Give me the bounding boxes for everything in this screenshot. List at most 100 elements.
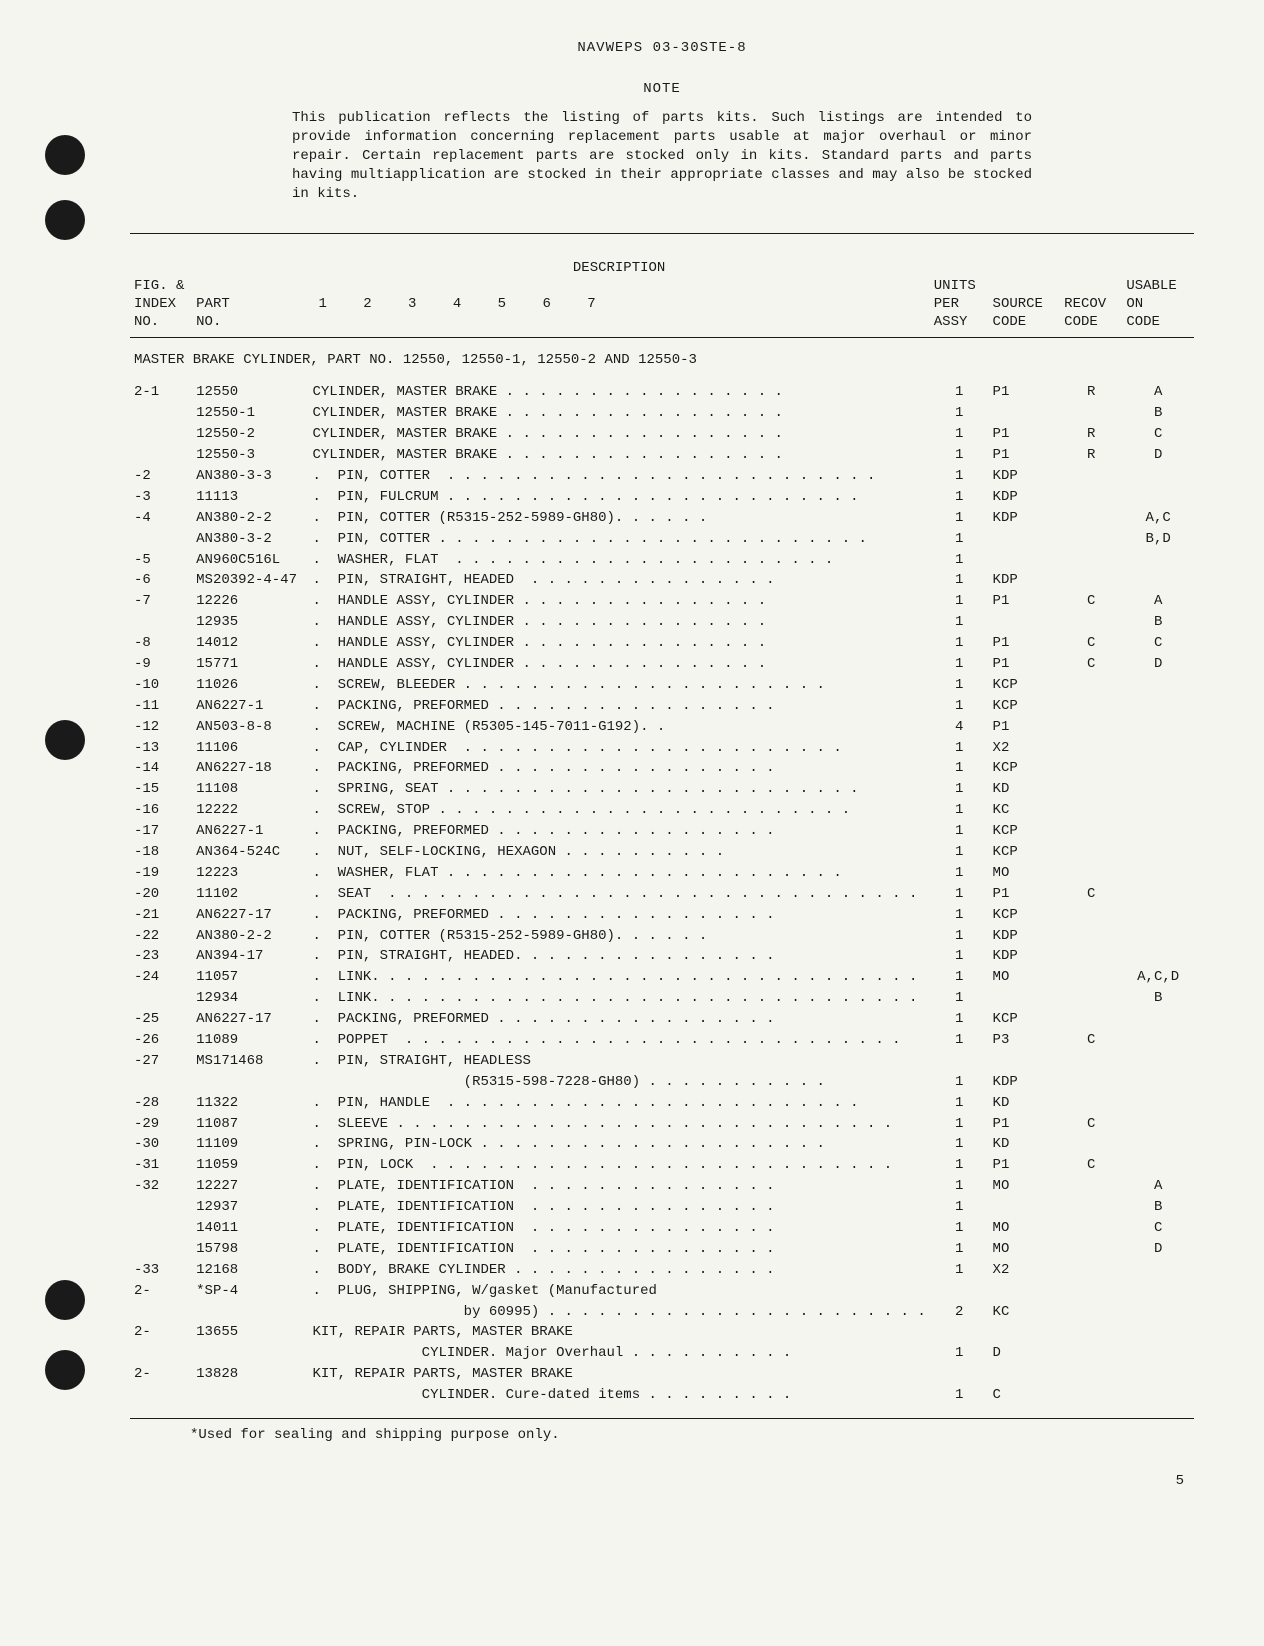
cell-units: 1	[930, 884, 989, 905]
cell-index: -5	[130, 550, 192, 571]
cell-source	[989, 988, 1061, 1009]
cell-usable	[1122, 738, 1194, 759]
cell-index	[130, 988, 192, 1009]
cell-units	[930, 1322, 989, 1343]
table-row: -11AN6227-1. PACKING, PREFORMED . . . . …	[130, 696, 1194, 717]
cell-part: 13655	[192, 1322, 308, 1343]
cell-source	[989, 529, 1061, 550]
table-row: -3312168. BODY, BRAKE CYLINDER . . . . .…	[130, 1260, 1194, 1281]
cell-description: . PIN, COTTER (R5315-252-5989-GH80). . .…	[308, 508, 929, 529]
cell-usable: A	[1122, 1176, 1194, 1197]
cell-recov: C	[1060, 633, 1122, 654]
table-row: 12550-1CYLINDER, MASTER BRAKE . . . . . …	[130, 403, 1194, 424]
cell-source: P1	[989, 633, 1061, 654]
table-row: 12934. LINK. . . . . . . . . . . . . . .…	[130, 988, 1194, 1009]
cell-source	[989, 403, 1061, 424]
cell-source: MO	[989, 1218, 1061, 1239]
cell-index: -18	[130, 842, 192, 863]
cell-description: . PLUG, SHIPPING, W/gasket (Manufactured	[308, 1281, 929, 1302]
cell-recov	[1060, 1260, 1122, 1281]
cell-units: 1	[930, 466, 989, 487]
cell-description: CYLINDER, MASTER BRAKE . . . . . . . . .…	[308, 403, 929, 424]
cell-source	[989, 1051, 1061, 1072]
table-row: -1511108. SPRING, SEAT . . . . . . . . .…	[130, 779, 1194, 800]
table-row: CYLINDER. Cure-dated items . . . . . . .…	[130, 1385, 1194, 1406]
cell-part: 11322	[192, 1093, 308, 1114]
cell-usable	[1122, 926, 1194, 947]
cell-recov	[1060, 1093, 1122, 1114]
table-row: -2011102. SEAT . . . . . . . . . . . . .…	[130, 884, 1194, 905]
col-header-description: DESCRIPTION 1 2 3 4 5 6 7	[308, 234, 929, 338]
cell-description: . PIN, STRAIGHT, HEADED. . . . . . . . .…	[308, 946, 929, 967]
cell-source: KCP	[989, 905, 1061, 926]
cell-description: . PIN, FULCRUM . . . . . . . . . . . . .…	[308, 487, 929, 508]
cell-description: KIT, REPAIR PARTS, MASTER BRAKE	[308, 1364, 929, 1385]
cell-source: X2	[989, 738, 1061, 759]
cell-index: -27	[130, 1051, 192, 1072]
cell-index	[130, 1239, 192, 1260]
table-row: -3212227. PLATE, IDENTIFICATION . . . . …	[130, 1176, 1194, 1197]
cell-part: 14011	[192, 1218, 308, 1239]
cell-units: 1	[930, 382, 989, 403]
cell-source: P3	[989, 1030, 1061, 1051]
cell-index: -28	[130, 1093, 192, 1114]
cell-index: -33	[130, 1260, 192, 1281]
cell-recov: R	[1060, 424, 1122, 445]
cell-description: . PLATE, IDENTIFICATION . . . . . . . . …	[308, 1218, 929, 1239]
cell-usable	[1122, 905, 1194, 926]
cell-source: KDP	[989, 1072, 1061, 1093]
cell-part: 15771	[192, 654, 308, 675]
table-row: 2-13655KIT, REPAIR PARTS, MASTER BRAKE	[130, 1322, 1194, 1343]
cell-part: 11109	[192, 1134, 308, 1155]
table-row: -27MS171468. PIN, STRAIGHT, HEADLESS	[130, 1051, 1194, 1072]
cell-part: 12935	[192, 612, 308, 633]
cell-source: KDP	[989, 466, 1061, 487]
cell-source: MO	[989, 967, 1061, 988]
cell-description: . HANDLE ASSY, CYLINDER . . . . . . . . …	[308, 612, 929, 633]
cell-usable	[1122, 1385, 1194, 1406]
cell-usable	[1122, 863, 1194, 884]
cell-part: AN394-17	[192, 946, 308, 967]
cell-source: P1	[989, 717, 1061, 738]
cell-index	[130, 1343, 192, 1364]
cell-index	[130, 445, 192, 466]
cell-description: . WASHER, FLAT . . . . . . . . . . . . .…	[308, 550, 929, 571]
table-row: -2611089. POPPET . . . . . . . . . . . .…	[130, 1030, 1194, 1051]
cell-units: 1	[930, 1155, 989, 1176]
cell-recov	[1060, 717, 1122, 738]
cell-source: KD	[989, 779, 1061, 800]
cell-recov	[1060, 779, 1122, 800]
cell-units: 1	[930, 1072, 989, 1093]
cell-part: 11089	[192, 1030, 308, 1051]
cell-source: KC	[989, 800, 1061, 821]
cell-units: 1	[930, 675, 989, 696]
cell-description: . PLATE, IDENTIFICATION . . . . . . . . …	[308, 1176, 929, 1197]
cell-part: MS171468	[192, 1051, 308, 1072]
cell-index: -29	[130, 1114, 192, 1135]
table-subheading: MASTER BRAKE CYLINDER, PART NO. 12550, 1…	[130, 338, 1194, 383]
cell-source: P1	[989, 1155, 1061, 1176]
cell-description: . WASHER, FLAT . . . . . . . . . . . . .…	[308, 863, 929, 884]
table-row: CYLINDER. Major Overhaul . . . . . . . .…	[130, 1343, 1194, 1364]
cell-description: . PACKING, PREFORMED . . . . . . . . . .…	[308, 1009, 929, 1030]
cell-recov	[1060, 1218, 1122, 1239]
cell-description: . POPPET . . . . . . . . . . . . . . . .…	[308, 1030, 929, 1051]
cell-part: 12227	[192, 1176, 308, 1197]
cell-recov	[1060, 1134, 1122, 1155]
table-row: -1612222. SCREW, STOP . . . . . . . . . …	[130, 800, 1194, 821]
cell-source: KDP	[989, 946, 1061, 967]
cell-units: 1	[930, 1343, 989, 1364]
cell-recov	[1060, 675, 1122, 696]
cell-description: . PACKING, PREFORMED . . . . . . . . . .…	[308, 821, 929, 842]
cell-description: . SCREW, STOP . . . . . . . . . . . . . …	[308, 800, 929, 821]
cell-index: -21	[130, 905, 192, 926]
cell-index	[130, 612, 192, 633]
cell-units: 1	[930, 591, 989, 612]
table-row: 2-13828KIT, REPAIR PARTS, MASTER BRAKE	[130, 1364, 1194, 1385]
cell-usable: B	[1122, 1197, 1194, 1218]
table-row: -17AN6227-1. PACKING, PREFORMED . . . . …	[130, 821, 1194, 842]
cell-source: MO	[989, 1239, 1061, 1260]
cell-recov	[1060, 905, 1122, 926]
cell-description: . HANDLE ASSY, CYLINDER . . . . . . . . …	[308, 591, 929, 612]
cell-index: -14	[130, 758, 192, 779]
